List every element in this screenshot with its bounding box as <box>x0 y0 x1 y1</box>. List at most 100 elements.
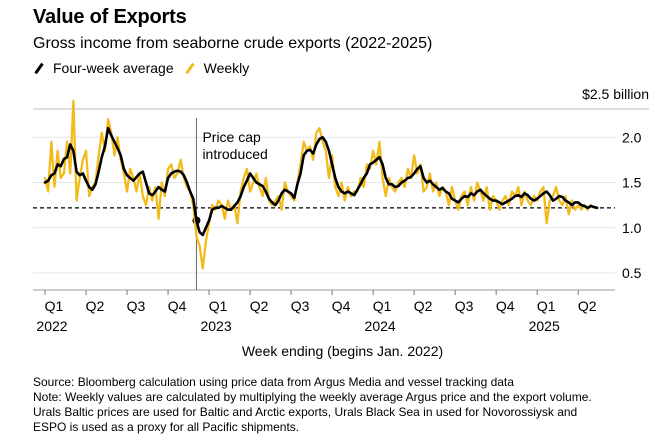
data-point-four-week-average <box>376 159 377 160</box>
data-point-four-week-average <box>221 205 222 206</box>
data-point-weekly <box>556 186 557 187</box>
data-point-four-week-average <box>249 173 250 174</box>
data-point-four-week-average <box>253 177 254 178</box>
data-point-four-week-average <box>92 189 93 190</box>
data-point-weekly <box>574 209 575 210</box>
data-point-weekly <box>130 168 131 169</box>
data-point-four-week-average <box>202 234 203 235</box>
data-point-four-week-average <box>328 150 329 151</box>
data-point-four-week-average <box>338 186 339 187</box>
data-point-weekly <box>237 223 238 224</box>
legend-item-four-week-average: Four-week average <box>33 60 174 76</box>
data-point-four-week-average <box>108 128 109 129</box>
data-point-four-week-average <box>502 204 503 205</box>
data-point-weekly <box>101 132 102 133</box>
data-point-weekly <box>458 209 459 210</box>
data-point-weekly <box>341 182 342 183</box>
data-point-weekly <box>521 205 522 206</box>
data-point-four-week-average <box>341 191 342 192</box>
data-point-weekly <box>414 155 415 156</box>
data-point-weekly <box>177 173 178 174</box>
data-point-weekly <box>338 195 339 196</box>
data-point-four-week-average <box>385 177 386 178</box>
data-point-four-week-average <box>190 191 191 192</box>
data-point-four-week-average <box>120 155 121 156</box>
data-point-four-week-average <box>319 138 320 139</box>
data-point-four-week-average <box>208 220 209 221</box>
data-point-four-week-average <box>60 166 61 167</box>
data-point-four-week-average <box>540 195 541 196</box>
data-point-four-week-average <box>578 202 579 203</box>
data-point-four-week-average <box>303 155 304 156</box>
data-point-four-week-average <box>565 200 566 201</box>
data-point-four-week-average <box>404 180 405 181</box>
data-point-four-week-average <box>347 191 348 192</box>
data-point-four-week-average <box>489 198 490 199</box>
data-point-weekly <box>265 177 266 178</box>
data-point-four-week-average <box>546 191 547 192</box>
data-point-four-week-average <box>571 205 572 206</box>
data-point-four-week-average <box>388 184 389 185</box>
data-point-four-week-average <box>584 205 585 206</box>
series-line-four-week-average <box>43 126 599 237</box>
data-point-four-week-average <box>186 182 187 183</box>
data-point-weekly <box>70 173 71 174</box>
data-point-four-week-average <box>590 205 591 206</box>
data-point-weekly <box>275 200 276 201</box>
data-point-weekly <box>126 191 127 192</box>
x-tick-label: Q4 <box>168 298 187 314</box>
x-tick-label: Q3 <box>455 298 474 314</box>
data-point-weekly <box>196 236 197 237</box>
data-point-four-week-average <box>467 196 468 197</box>
data-point-weekly <box>136 191 137 192</box>
data-point-weekly <box>123 173 124 174</box>
data-point-weekly <box>373 150 374 151</box>
data-point-weekly <box>79 177 80 178</box>
data-point-weekly <box>259 186 260 187</box>
data-point-four-week-average <box>246 180 247 181</box>
data-point-four-week-average <box>515 195 516 196</box>
data-point-weekly <box>511 191 512 192</box>
data-point-four-week-average <box>256 182 257 183</box>
chart-title: Value of Exports <box>33 6 187 28</box>
data-point-four-week-average <box>51 175 52 176</box>
data-point-four-week-average <box>401 182 402 183</box>
data-point-weekly <box>174 177 175 178</box>
chart-legend: Four-week average Weekly <box>33 60 259 76</box>
data-point-four-week-average <box>104 146 105 147</box>
data-point-four-week-average <box>237 202 238 203</box>
data-point-four-week-average <box>391 184 392 185</box>
data-point-weekly <box>303 141 304 142</box>
data-point-four-week-average <box>597 207 598 208</box>
x-tick-label: Q1 <box>209 298 228 314</box>
data-point-four-week-average <box>455 200 456 201</box>
data-point-four-week-average <box>458 202 459 203</box>
data-point-weekly <box>565 195 566 196</box>
data-point-weekly <box>530 205 531 206</box>
data-point-weekly <box>57 150 58 151</box>
data-point-four-week-average <box>521 196 522 197</box>
x-tick-label: Q1 <box>45 298 64 314</box>
data-point-four-week-average <box>470 193 471 194</box>
data-point-four-week-average <box>167 177 168 178</box>
data-point-weekly <box>76 200 77 201</box>
data-point-four-week-average <box>183 175 184 176</box>
data-point-weekly <box>439 195 440 196</box>
data-point-weekly <box>108 119 109 120</box>
note-line: ESPO is used as a proxy for all Pacific … <box>33 420 300 434</box>
data-point-four-week-average <box>473 195 474 196</box>
data-point-weekly <box>60 177 61 178</box>
y-tick-label: 1.5 <box>622 175 642 191</box>
data-point-weekly <box>401 177 402 178</box>
data-point-four-week-average <box>243 186 244 187</box>
data-point-four-week-average <box>518 195 519 196</box>
data-point-four-week-average <box>79 175 80 176</box>
data-point-four-week-average <box>527 195 528 196</box>
data-point-four-week-average <box>196 220 197 221</box>
data-point-weekly <box>294 200 295 201</box>
data-point-weekly <box>473 200 474 201</box>
data-point-four-week-average <box>130 177 131 178</box>
data-point-four-week-average <box>499 202 500 203</box>
data-point-four-week-average <box>82 173 83 174</box>
